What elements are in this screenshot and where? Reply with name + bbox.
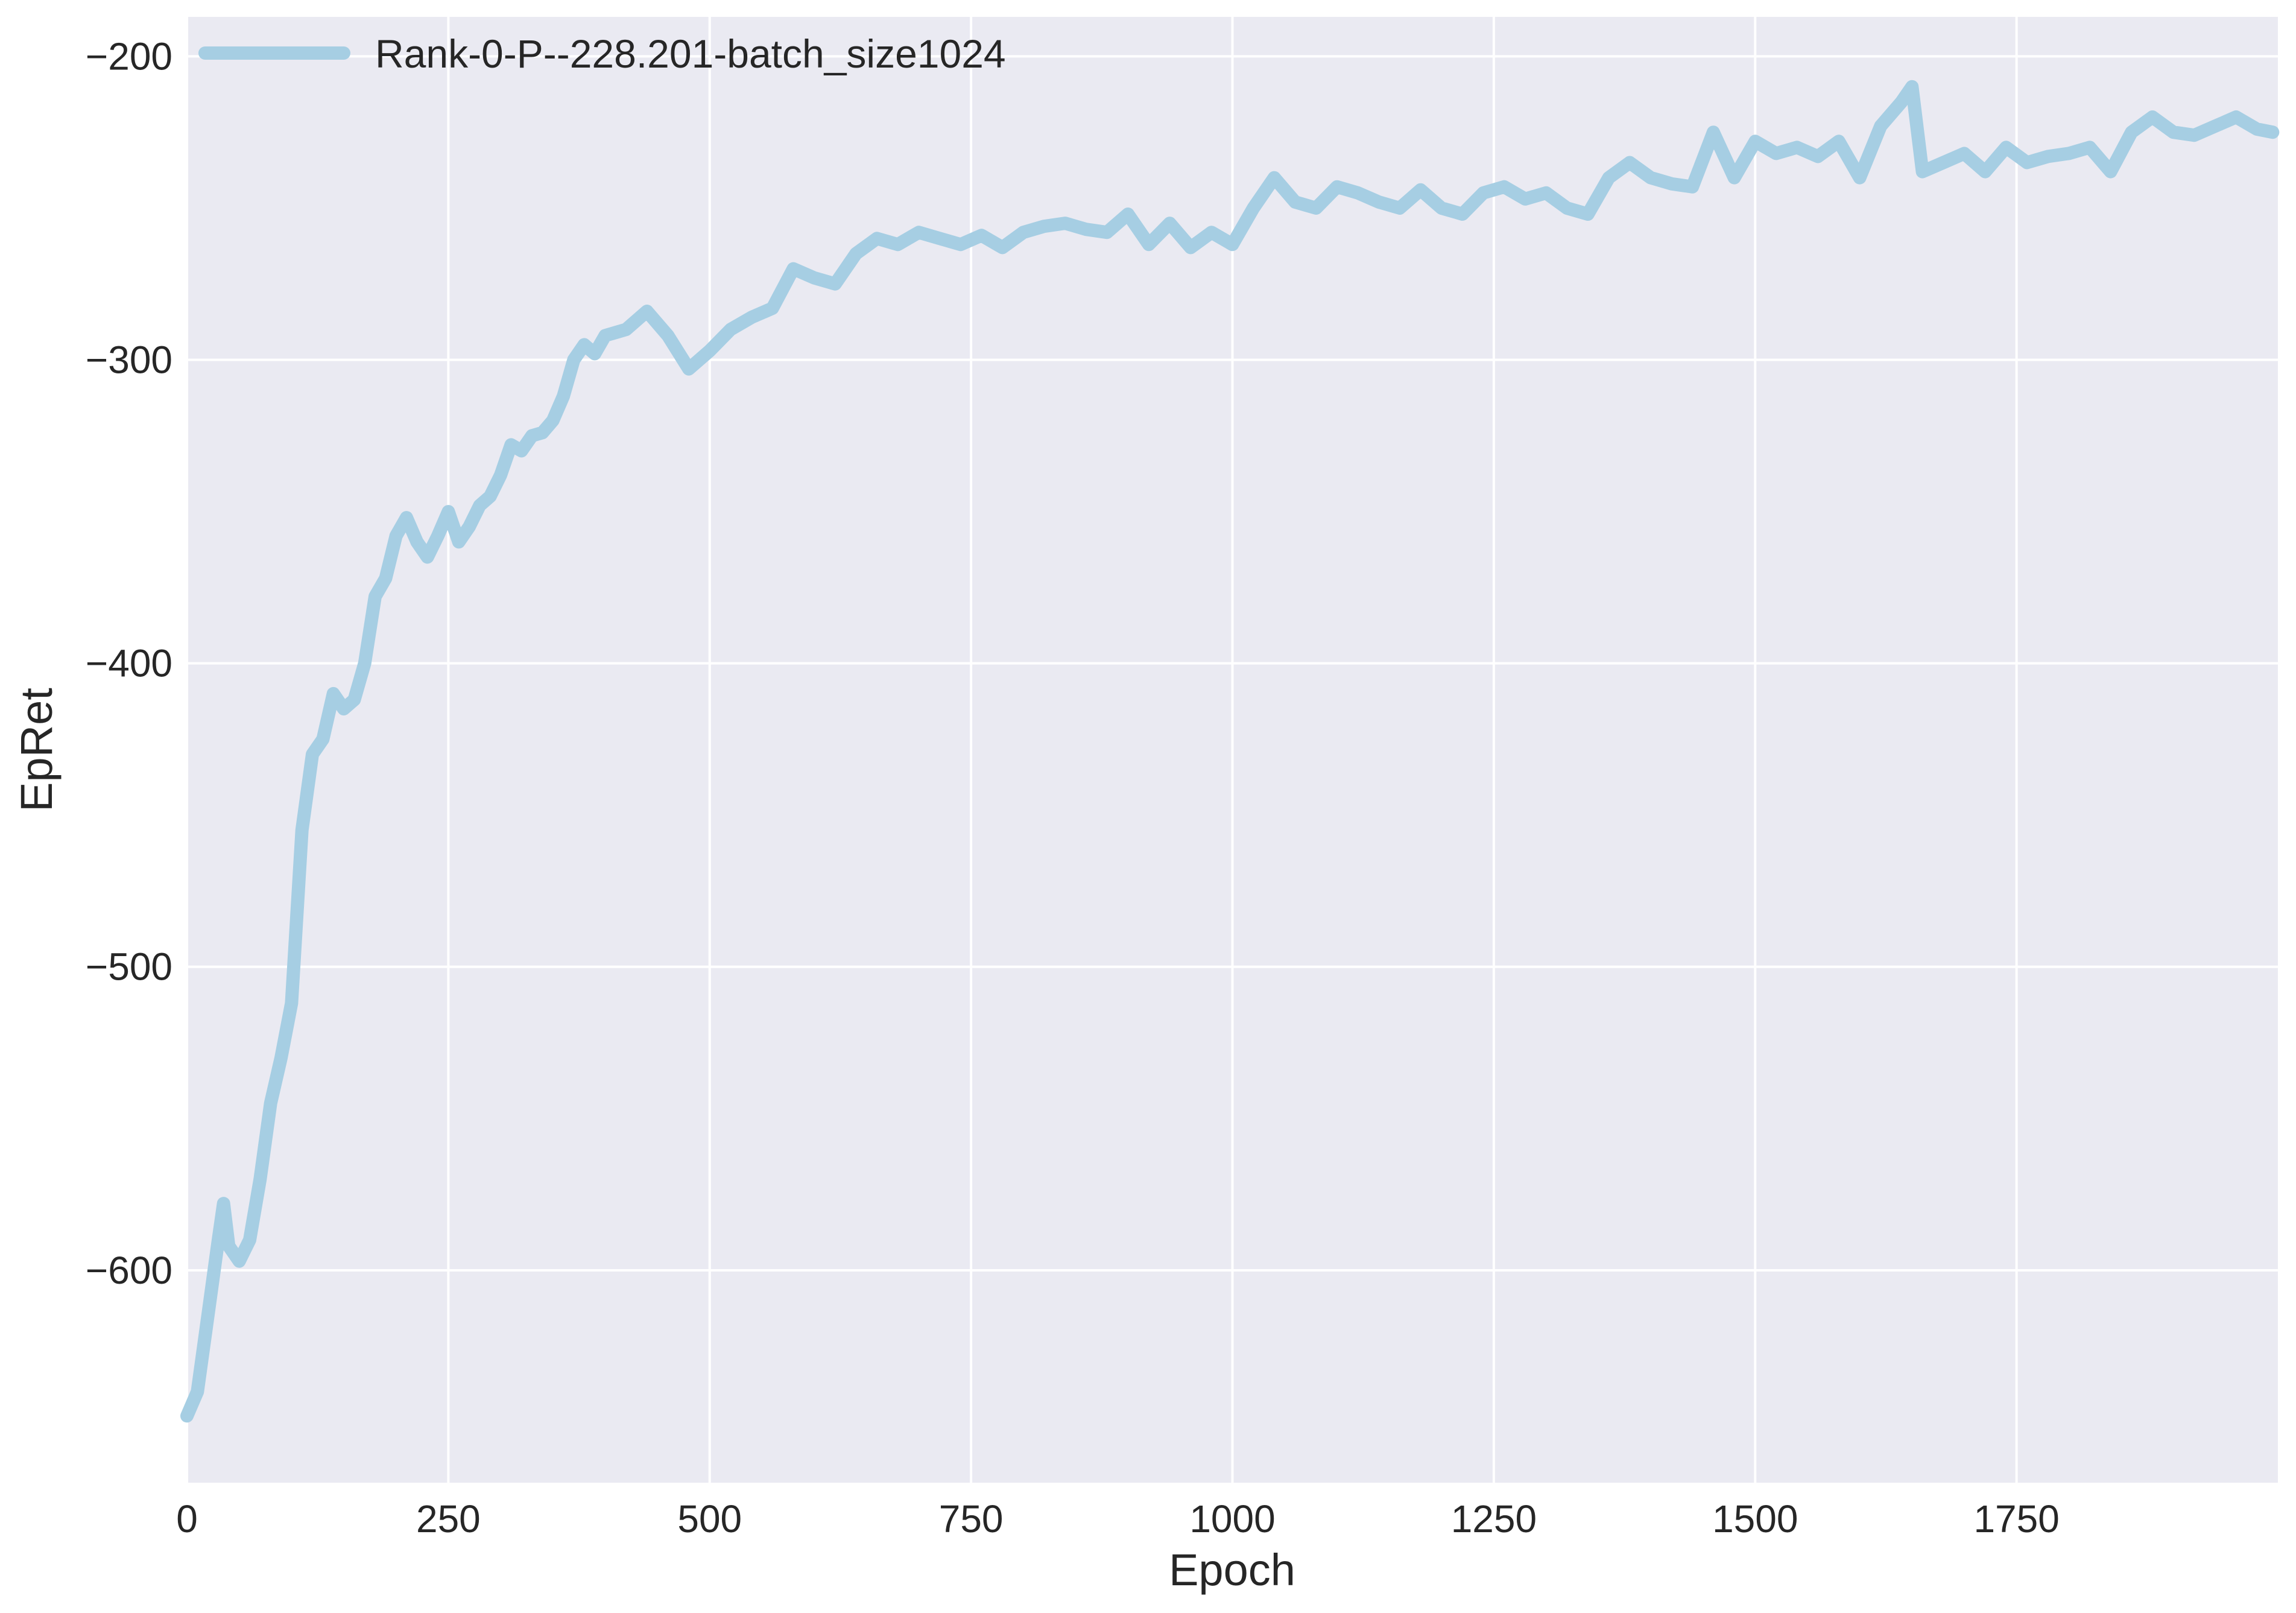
y-tick-label: −300: [86, 338, 172, 382]
y-tick-label: −500: [86, 945, 172, 989]
x-tick-label: 1000: [1189, 1497, 1275, 1541]
y-tick-labels: −600 −500 −400 −300 −200: [86, 34, 172, 1291]
grid-lines: [186, 17, 2278, 1483]
legend: Rank-0-P--228.201-batch_size1024: [198, 31, 1006, 76]
x-tick-label: 750: [939, 1497, 1004, 1541]
x-tick-label: 1750: [1973, 1497, 2059, 1541]
x-tick-label: 1250: [1451, 1497, 1537, 1541]
series-line: [180, 80, 2280, 1423]
x-tick-label: 0: [176, 1497, 198, 1541]
x-axis-label: Epoch: [1169, 1545, 1295, 1595]
series-layer: [180, 80, 2280, 1423]
x-tick-label: 250: [416, 1497, 481, 1541]
y-tick-label: −600: [86, 1249, 172, 1292]
y-tick-label: −400: [86, 642, 172, 685]
legend-entry-label: Rank-0-P--228.201-batch_size1024: [375, 31, 1006, 76]
y-axis-label: EpRet: [11, 688, 62, 812]
x-tick-labels: 0 250 500 750 1000 1250 1500 1750: [176, 1497, 2060, 1541]
x-tick-label: 1500: [1712, 1497, 1798, 1541]
y-tick-label: −200: [86, 34, 172, 78]
x-tick-label: 500: [677, 1497, 742, 1541]
